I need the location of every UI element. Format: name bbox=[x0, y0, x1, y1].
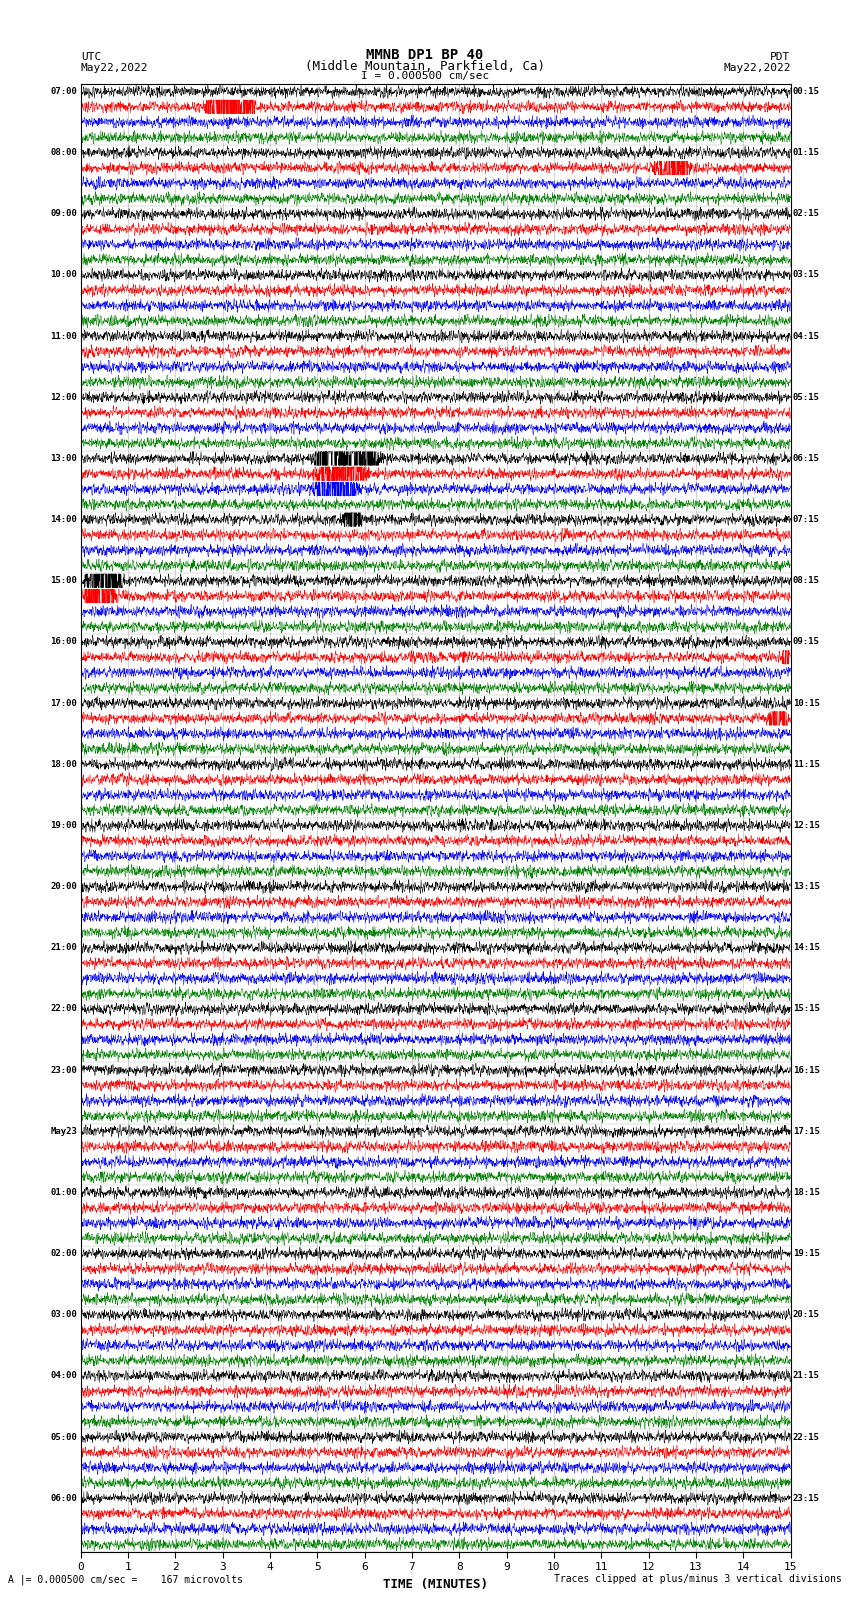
Text: 15:15: 15:15 bbox=[793, 1005, 819, 1013]
Text: 23:15: 23:15 bbox=[793, 1494, 819, 1503]
Text: 08:15: 08:15 bbox=[793, 576, 819, 586]
Text: 04:00: 04:00 bbox=[50, 1371, 77, 1381]
Text: 07:00: 07:00 bbox=[50, 87, 77, 97]
Text: 17:00: 17:00 bbox=[50, 698, 77, 708]
Text: 07:15: 07:15 bbox=[793, 515, 819, 524]
Text: UTC: UTC bbox=[81, 52, 101, 63]
Text: 13:00: 13:00 bbox=[50, 453, 77, 463]
Text: 03:15: 03:15 bbox=[793, 271, 819, 279]
Text: 12:15: 12:15 bbox=[793, 821, 819, 831]
Text: 18:00: 18:00 bbox=[50, 760, 77, 769]
Text: 11:00: 11:00 bbox=[50, 332, 77, 340]
Text: 00:15: 00:15 bbox=[793, 87, 819, 97]
Text: 05:00: 05:00 bbox=[50, 1432, 77, 1442]
Text: Traces clipped at plus/minus 3 vertical divisions: Traces clipped at plus/minus 3 vertical … bbox=[553, 1574, 842, 1584]
Text: 15:00: 15:00 bbox=[50, 576, 77, 586]
Text: 21:00: 21:00 bbox=[50, 944, 77, 952]
Text: I = 0.000500 cm/sec: I = 0.000500 cm/sec bbox=[361, 71, 489, 82]
Text: May22,2022: May22,2022 bbox=[723, 63, 791, 73]
Text: 02:15: 02:15 bbox=[793, 210, 819, 218]
Text: 04:15: 04:15 bbox=[793, 332, 819, 340]
Text: 16:15: 16:15 bbox=[793, 1066, 819, 1074]
Text: 20:15: 20:15 bbox=[793, 1310, 819, 1319]
Text: 08:00: 08:00 bbox=[50, 148, 77, 156]
Text: 10:15: 10:15 bbox=[793, 698, 819, 708]
Text: 22:00: 22:00 bbox=[50, 1005, 77, 1013]
Text: 01:00: 01:00 bbox=[50, 1187, 77, 1197]
Text: 18:15: 18:15 bbox=[793, 1187, 819, 1197]
Text: 19:15: 19:15 bbox=[793, 1248, 819, 1258]
Text: 13:15: 13:15 bbox=[793, 882, 819, 890]
X-axis label: TIME (MINUTES): TIME (MINUTES) bbox=[383, 1578, 488, 1590]
Text: 19:00: 19:00 bbox=[50, 821, 77, 831]
Text: 06:00: 06:00 bbox=[50, 1494, 77, 1503]
Text: 11:15: 11:15 bbox=[793, 760, 819, 769]
Text: 17:15: 17:15 bbox=[793, 1127, 819, 1136]
Text: (Middle Mountain, Parkfield, Ca): (Middle Mountain, Parkfield, Ca) bbox=[305, 60, 545, 73]
Text: 03:00: 03:00 bbox=[50, 1310, 77, 1319]
Text: PDT: PDT bbox=[770, 52, 790, 63]
Text: 16:00: 16:00 bbox=[50, 637, 77, 647]
Text: 22:15: 22:15 bbox=[793, 1432, 819, 1442]
Text: A |= 0.000500 cm/sec =    167 microvolts: A |= 0.000500 cm/sec = 167 microvolts bbox=[8, 1574, 243, 1586]
Text: MMNB DP1 BP 40: MMNB DP1 BP 40 bbox=[366, 48, 484, 63]
Text: 09:15: 09:15 bbox=[793, 637, 819, 647]
Text: 10:00: 10:00 bbox=[50, 271, 77, 279]
Text: May22,2022: May22,2022 bbox=[81, 63, 148, 73]
Text: 05:15: 05:15 bbox=[793, 394, 819, 402]
Text: 14:00: 14:00 bbox=[50, 515, 77, 524]
Text: 23:00: 23:00 bbox=[50, 1066, 77, 1074]
Text: 21:15: 21:15 bbox=[793, 1371, 819, 1381]
Text: 09:00: 09:00 bbox=[50, 210, 77, 218]
Text: May23: May23 bbox=[50, 1127, 77, 1136]
Text: 12:00: 12:00 bbox=[50, 394, 77, 402]
Text: 14:15: 14:15 bbox=[793, 944, 819, 952]
Text: 20:00: 20:00 bbox=[50, 882, 77, 890]
Text: 02:00: 02:00 bbox=[50, 1248, 77, 1258]
Text: 01:15: 01:15 bbox=[793, 148, 819, 156]
Text: 06:15: 06:15 bbox=[793, 453, 819, 463]
